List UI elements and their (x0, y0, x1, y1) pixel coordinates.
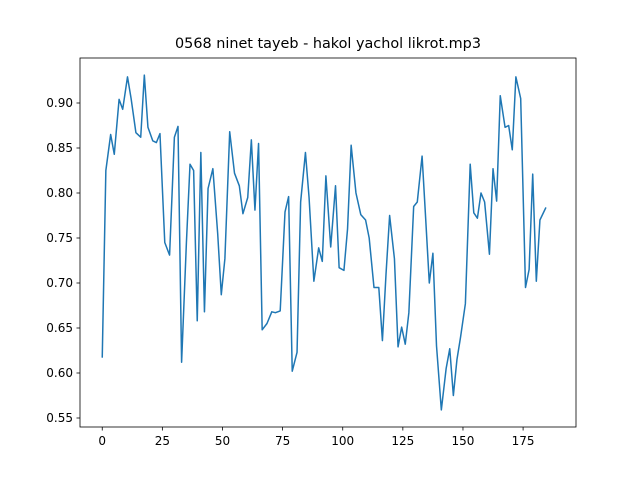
x-tick-label: 150 (452, 434, 475, 448)
x-tick-label: 175 (512, 434, 535, 448)
data-line (101, 74, 547, 411)
x-tick-label: 25 (155, 434, 170, 448)
y-tick-label: 0.60 (46, 366, 73, 380)
plot-frame (79, 57, 577, 428)
y-tick-label: 0.55 (46, 411, 73, 425)
x-tick-label: 50 (215, 434, 230, 448)
y-tick-label: 0.75 (46, 231, 73, 245)
x-tick-label: 125 (391, 434, 414, 448)
x-tick-label: 100 (331, 434, 354, 448)
y-tick-label: 0.85 (46, 141, 73, 155)
y-tick-label: 0.65 (46, 321, 73, 335)
y-tick-label: 0.90 (46, 96, 73, 110)
y-tick-label: 0.70 (46, 276, 73, 290)
chart-title: 0568 ninet tayeb - hakol yachol likrot.m… (175, 36, 481, 52)
x-tick-label: 75 (275, 434, 290, 448)
x-tick-label: 0 (98, 434, 106, 448)
y-tick-label: 0.80 (46, 186, 73, 200)
